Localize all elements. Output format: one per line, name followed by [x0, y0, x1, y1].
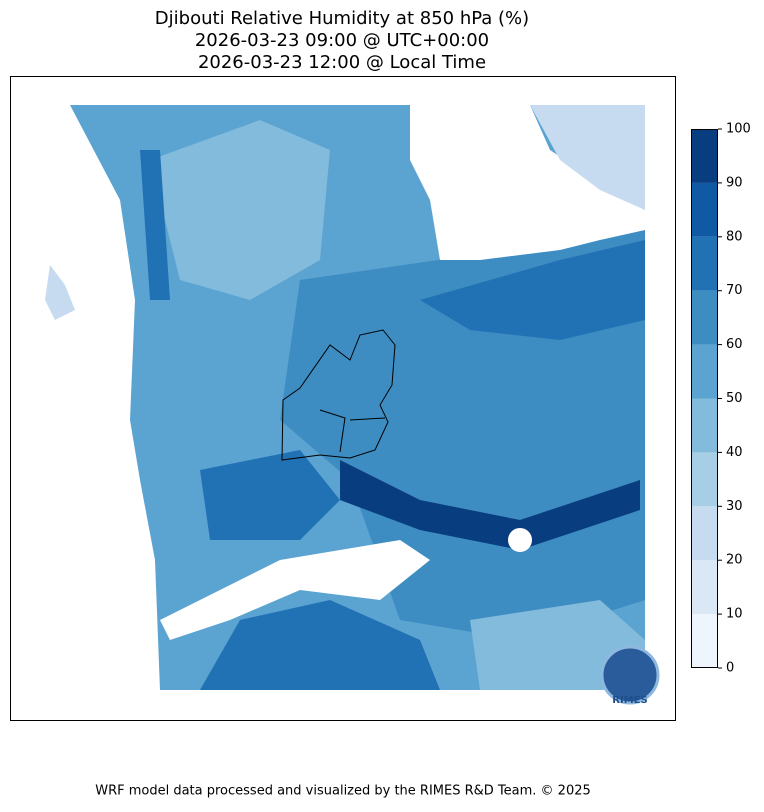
colorbar-tick-label: 0: [726, 661, 734, 676]
colorbar-tick-label: 90: [726, 175, 743, 190]
colorbar-band: [691, 506, 718, 561]
map-frame: [10, 76, 676, 721]
missing-area: [410, 105, 645, 260]
logo-text: RIMES: [612, 695, 647, 706]
country-border: [281, 329, 396, 461]
humidity-area: [340, 460, 640, 550]
humidity-area: [420, 240, 645, 340]
title-line: Djibouti Relative Humidity at 850 hPa (%…: [155, 8, 529, 29]
missing-area: [160, 540, 430, 640]
colorbar-tick-label: 70: [726, 283, 743, 298]
colorbar-band: [691, 560, 718, 615]
missing-area: [508, 528, 532, 552]
colorbar-tick-label: 80: [726, 229, 743, 244]
colorbar-band: [691, 452, 718, 507]
colorbar-tick-label: 40: [726, 445, 743, 460]
colorbar-tick-label: 20: [726, 553, 743, 568]
map-field: [45, 105, 645, 690]
logo-badge: [600, 645, 660, 705]
humidity-area: [200, 600, 440, 690]
colorbar: 0 10 20 30 40 50 60 70 80 90 100: [691, 122, 751, 676]
colorbar-band: [691, 236, 718, 291]
colorbar-band: [691, 398, 718, 453]
colorbar-band: [691, 344, 718, 399]
footer: WRF model data processed and visualized …: [95, 784, 591, 799]
colorbar-tick-label: 60: [726, 337, 743, 352]
logo: RIMES: [600, 645, 660, 706]
humidity-area: [530, 105, 645, 210]
humidity-area: [150, 120, 330, 300]
title-line: 2026-03-23 12:00 @ Local Time: [198, 52, 486, 73]
colorbar-frame: [691, 129, 718, 668]
colorbar-band: [691, 614, 718, 668]
colorbar-band: [691, 129, 718, 183]
humidity-area: [140, 150, 170, 300]
colorbar-tick-label: 10: [726, 607, 743, 622]
humidity-area: [45, 265, 75, 320]
colorbar-band: [691, 290, 718, 345]
humidity-area: [200, 450, 340, 540]
colorbar-tick-label: 30: [726, 499, 743, 514]
colorbar-tick-label: 50: [726, 391, 743, 406]
humidity-area: [470, 600, 645, 690]
colorbar-tick-label: 100: [726, 122, 751, 137]
colorbar-band: [691, 182, 718, 237]
title-line: 2026-03-23 09:00 @ UTC+00:00: [195, 30, 489, 51]
